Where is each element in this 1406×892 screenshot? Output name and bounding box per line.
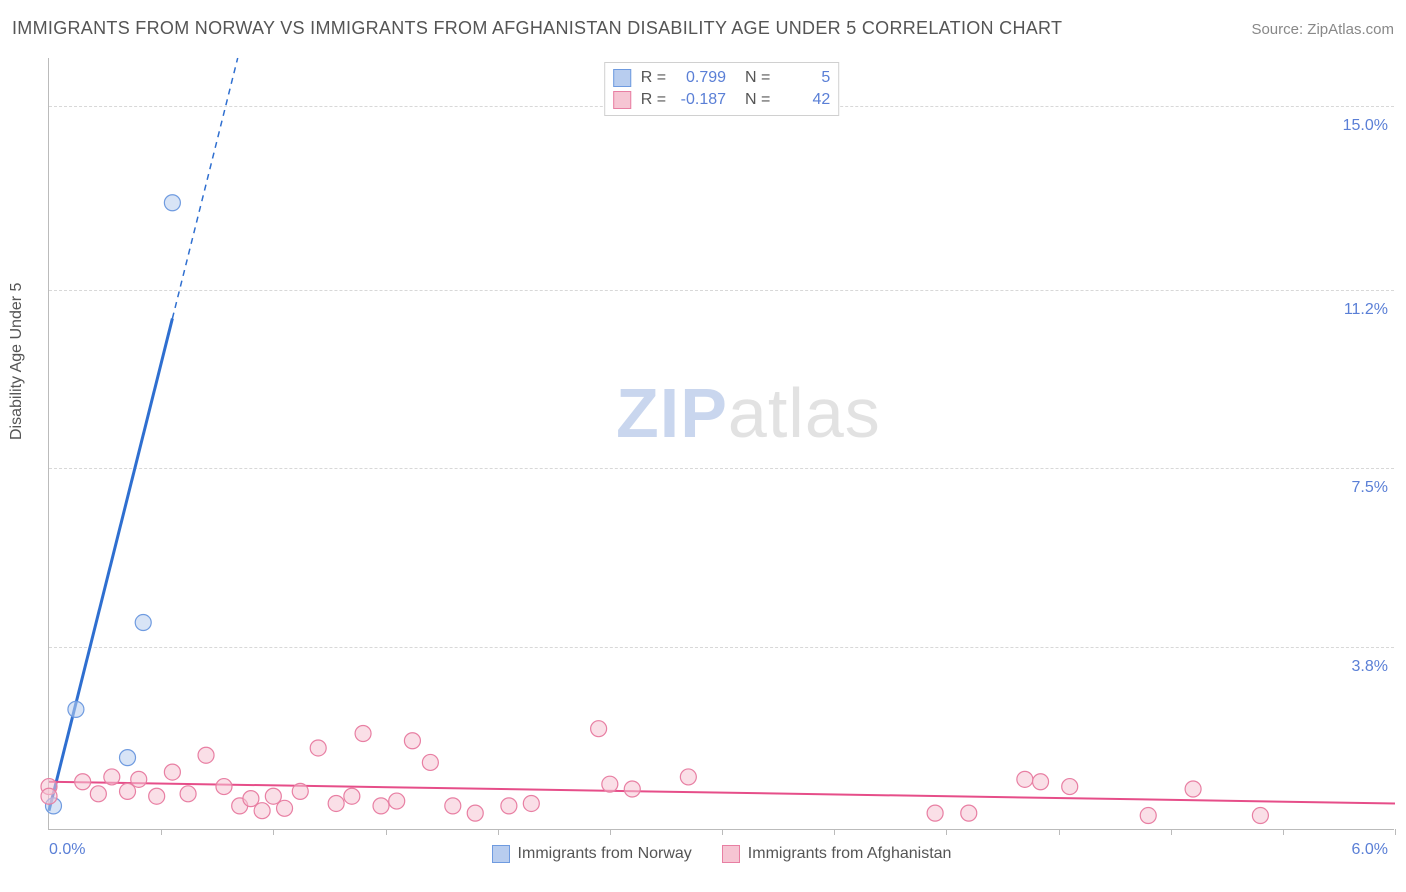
data-point (68, 701, 84, 717)
n-label: N = (736, 91, 770, 109)
data-point (389, 793, 405, 809)
trend-line (49, 319, 172, 811)
data-point (1185, 781, 1201, 797)
series-legend: Immigrants from Norway Immigrants from A… (49, 845, 1394, 863)
data-point (75, 774, 91, 790)
data-point (422, 754, 438, 770)
data-point (104, 769, 120, 785)
data-point (1017, 771, 1033, 787)
data-point (149, 788, 165, 804)
data-point (90, 786, 106, 802)
r-label: R = (641, 91, 666, 109)
data-point (180, 786, 196, 802)
data-point (310, 740, 326, 756)
data-point (41, 788, 57, 804)
x-tick (1395, 829, 1396, 835)
source-label: Source: ZipAtlas.com (1251, 21, 1394, 38)
correlation-legend: R = 0.799 N = 5 R = -0.187 N = 42 (604, 62, 840, 116)
y-axis-label: Disability Age Under 5 (8, 283, 26, 440)
data-point (680, 769, 696, 785)
chart-title: IMMIGRANTS FROM NORWAY VS IMMIGRANTS FRO… (12, 18, 1062, 39)
correlation-row-1: R = -0.187 N = 42 (613, 89, 831, 111)
correlation-row-0: R = 0.799 N = 5 (613, 67, 831, 89)
data-point (164, 195, 180, 211)
data-point (355, 726, 371, 742)
legend-label-1: Immigrants from Afghanistan (748, 845, 952, 863)
data-point (1033, 774, 1049, 790)
trend-line-extension (172, 58, 237, 319)
legend-label-0: Immigrants from Norway (518, 845, 692, 863)
header-row: IMMIGRANTS FROM NORWAY VS IMMIGRANTS FRO… (12, 18, 1394, 39)
data-point (1252, 808, 1268, 824)
x-tick (834, 829, 835, 835)
x-tick (1283, 829, 1284, 835)
data-point (501, 798, 517, 814)
data-point (1140, 808, 1156, 824)
data-point (523, 795, 539, 811)
x-tick (946, 829, 947, 835)
data-point (927, 805, 943, 821)
n-value-0: 5 (780, 69, 830, 87)
swatch-norway (613, 69, 631, 87)
x-tick (498, 829, 499, 835)
swatch-norway (492, 845, 510, 863)
data-point (277, 800, 293, 816)
swatch-afghanistan (613, 91, 631, 109)
r-label: R = (641, 69, 666, 87)
data-point (445, 798, 461, 814)
data-point (961, 805, 977, 821)
data-point (131, 771, 147, 787)
x-tick (722, 829, 723, 835)
data-point (135, 615, 151, 631)
x-tick (1171, 829, 1172, 835)
data-point (591, 721, 607, 737)
data-point (404, 733, 420, 749)
legend-item-norway: Immigrants from Norway (492, 845, 692, 863)
n-label: N = (736, 69, 770, 87)
data-point (344, 788, 360, 804)
data-point (373, 798, 389, 814)
data-point (198, 747, 214, 763)
data-point (1062, 779, 1078, 795)
data-point (164, 764, 180, 780)
data-point (328, 795, 344, 811)
data-point (602, 776, 618, 792)
x-tick (386, 829, 387, 835)
legend-item-afghanistan: Immigrants from Afghanistan (722, 845, 952, 863)
x-tick (1059, 829, 1060, 835)
r-value-0: 0.799 (676, 69, 726, 87)
chart-area: ZIPatlas 3.8%7.5%11.2%15.0% 0.0% 6.0% R … (48, 58, 1394, 830)
data-point (216, 779, 232, 795)
swatch-afghanistan (722, 845, 740, 863)
x-tick (273, 829, 274, 835)
data-point (624, 781, 640, 797)
plot-svg (49, 58, 1394, 829)
x-tick (610, 829, 611, 835)
r-value-1: -0.187 (676, 91, 726, 109)
data-point (254, 803, 270, 819)
data-point (292, 783, 308, 799)
x-tick (161, 829, 162, 835)
data-point (120, 750, 136, 766)
n-value-1: 42 (780, 91, 830, 109)
data-point (467, 805, 483, 821)
